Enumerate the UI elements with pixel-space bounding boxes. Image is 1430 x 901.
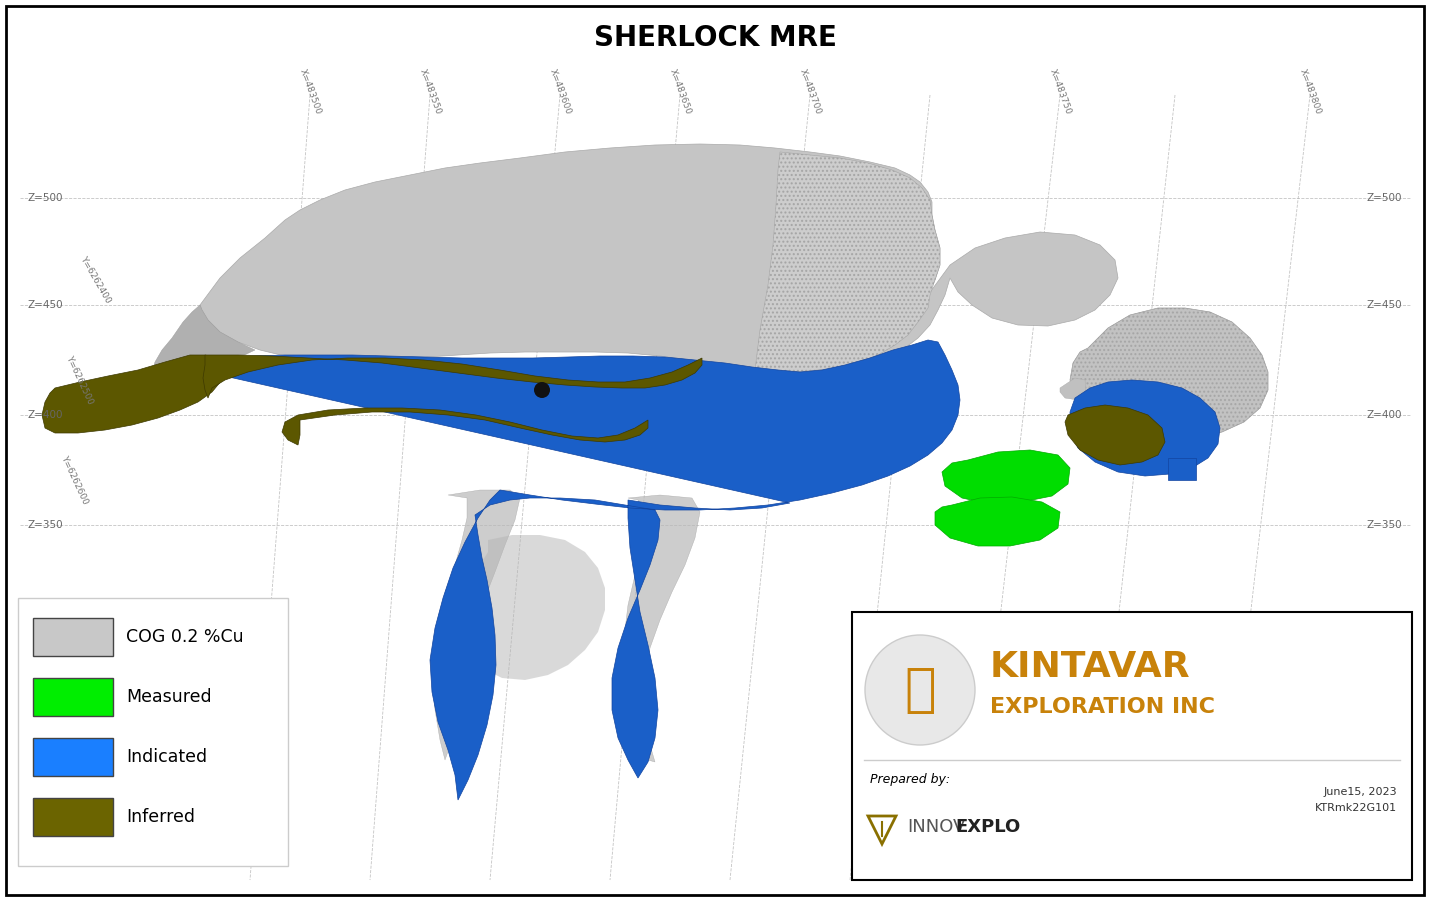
Bar (852, 612, 1411, 880)
Bar (33, 738, 113, 776)
Text: Z=500: Z=500 (1367, 193, 1401, 203)
Polygon shape (942, 450, 1070, 504)
Polygon shape (623, 495, 701, 762)
Polygon shape (41, 355, 225, 433)
Text: SHERLOCK MRE: SHERLOCK MRE (593, 24, 837, 52)
Polygon shape (1060, 378, 1085, 400)
Polygon shape (462, 535, 605, 680)
Polygon shape (935, 497, 1060, 546)
Text: X=483550: X=483550 (418, 68, 442, 116)
Text: 🏹: 🏹 (904, 664, 935, 716)
Polygon shape (432, 490, 521, 760)
Text: June15, 2023: June15, 2023 (1323, 787, 1397, 797)
Text: X=483700: X=483700 (798, 68, 822, 116)
Text: X=483500: X=483500 (297, 68, 322, 116)
Text: Y=6262400: Y=6262400 (77, 255, 112, 305)
Text: Z=350: Z=350 (29, 520, 63, 530)
Text: X=483800: X=483800 (1297, 68, 1323, 116)
Circle shape (865, 635, 975, 745)
Text: Indicated: Indicated (126, 748, 207, 766)
Text: Z=450: Z=450 (1367, 300, 1401, 310)
Bar (33, 618, 113, 656)
Text: Z=350: Z=350 (1367, 520, 1401, 530)
Polygon shape (200, 144, 1118, 373)
Text: KTRmk22G101: KTRmk22G101 (1314, 803, 1397, 813)
Text: KINTAVAR: KINTAVAR (990, 650, 1191, 684)
Text: X=483600: X=483600 (548, 68, 572, 116)
Circle shape (533, 382, 551, 398)
Bar (1168, 458, 1195, 480)
Text: EXPLO: EXPLO (955, 818, 1020, 836)
Bar (33, 798, 113, 836)
Polygon shape (755, 152, 940, 372)
Text: COG 0.2 %Cu: COG 0.2 %Cu (126, 628, 243, 646)
Text: Z=500: Z=500 (29, 193, 63, 203)
Text: INNOV: INNOV (907, 818, 965, 836)
Polygon shape (1070, 308, 1268, 440)
Bar (33, 678, 113, 716)
Text: Y=6262500: Y=6262500 (64, 354, 96, 405)
Text: Z=400: Z=400 (1367, 410, 1401, 420)
Polygon shape (200, 340, 960, 800)
Text: EXPLORATION INC: EXPLORATION INC (990, 697, 1216, 717)
Text: Z=400: Z=400 (29, 410, 63, 420)
Text: X=483750: X=483750 (1048, 68, 1072, 116)
Polygon shape (152, 305, 255, 385)
Polygon shape (1070, 380, 1220, 476)
Text: Measured: Measured (126, 688, 212, 706)
Text: Z=450: Z=450 (29, 300, 63, 310)
Text: X=483650: X=483650 (668, 68, 692, 116)
Text: Prepared by:: Prepared by: (869, 773, 950, 787)
Polygon shape (203, 355, 702, 398)
Bar (19, 598, 287, 866)
Text: Inferred: Inferred (126, 808, 194, 826)
Text: Y=6262600: Y=6262600 (60, 454, 90, 505)
Polygon shape (282, 408, 648, 445)
Polygon shape (1065, 405, 1165, 465)
